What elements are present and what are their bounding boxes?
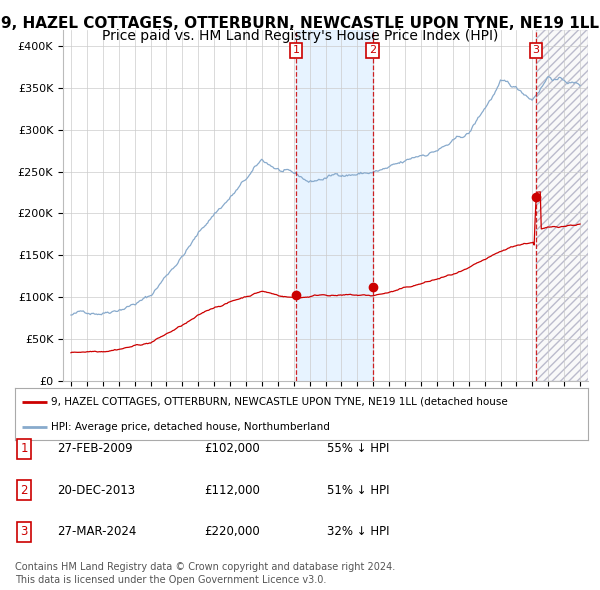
Text: 1: 1 [293, 45, 299, 55]
Text: 9, HAZEL COTTAGES, OTTERBURN, NEWCASTLE UPON TYNE, NE19 1LL (detached house: 9, HAZEL COTTAGES, OTTERBURN, NEWCASTLE … [51, 396, 508, 407]
Text: 27-MAR-2024: 27-MAR-2024 [57, 525, 136, 538]
Text: 9, HAZEL COTTAGES, OTTERBURN, NEWCASTLE UPON TYNE, NE19 1LL: 9, HAZEL COTTAGES, OTTERBURN, NEWCASTLE … [1, 16, 599, 31]
Text: 32% ↓ HPI: 32% ↓ HPI [327, 525, 389, 538]
Text: HPI: Average price, detached house, Northumberland: HPI: Average price, detached house, Nort… [51, 422, 330, 431]
Text: 3: 3 [20, 525, 28, 538]
Text: 3: 3 [532, 45, 539, 55]
Text: 1: 1 [20, 442, 28, 455]
Text: £112,000: £112,000 [204, 484, 260, 497]
Text: £220,000: £220,000 [204, 525, 260, 538]
Text: 51% ↓ HPI: 51% ↓ HPI [327, 484, 389, 497]
Text: 55% ↓ HPI: 55% ↓ HPI [327, 442, 389, 455]
Bar [536, 30, 588, 381]
Text: 27-FEB-2009: 27-FEB-2009 [57, 442, 133, 455]
Text: Contains HM Land Registry data © Crown copyright and database right 2024.: Contains HM Land Registry data © Crown c… [15, 562, 395, 572]
Bar [536, 30, 588, 381]
Text: This data is licensed under the Open Government Licence v3.0.: This data is licensed under the Open Gov… [15, 575, 326, 585]
Text: £102,000: £102,000 [204, 442, 260, 455]
Bar [296, 30, 373, 381]
Text: 2: 2 [369, 45, 376, 55]
Text: 2: 2 [20, 484, 28, 497]
Text: Price paid vs. HM Land Registry's House Price Index (HPI): Price paid vs. HM Land Registry's House … [102, 29, 498, 43]
Text: 20-DEC-2013: 20-DEC-2013 [57, 484, 135, 497]
